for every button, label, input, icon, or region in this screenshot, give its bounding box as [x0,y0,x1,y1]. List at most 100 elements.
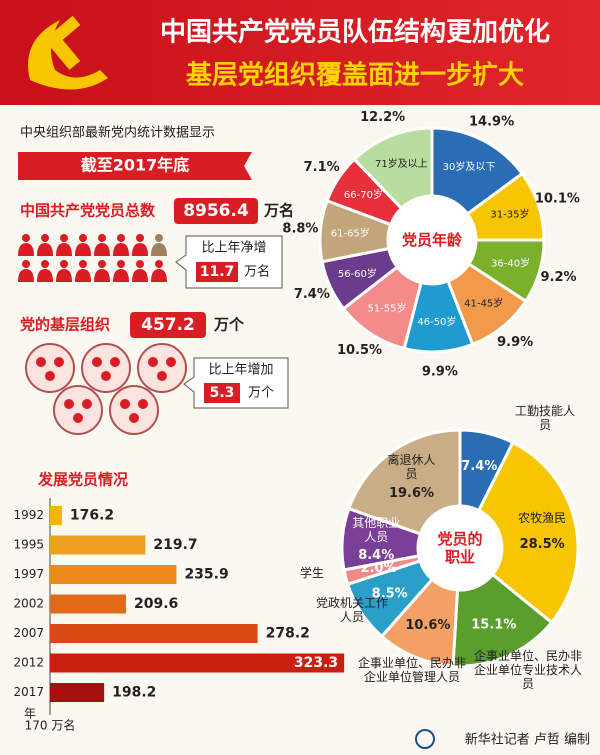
y-tick-label: 2007 [13,626,44,640]
value-label: 209.6 [134,596,178,612]
bar [50,535,146,555]
person-body [132,269,148,282]
org-member [36,357,46,367]
person-head [155,260,163,268]
value-label: 7.4% [461,459,497,474]
person-head [79,234,87,242]
slice-label: 其他职业人员 [352,515,401,544]
members-label: 中国共产党党员总数 [20,202,156,220]
person-head [155,234,163,242]
person-head [98,234,106,242]
title: 中国共产党党员队伍结构更加优化 [160,18,550,48]
org-member [45,371,55,381]
members-change-unit: 万名 [244,264,270,280]
person-body [94,243,110,256]
y-tick-label: 2017 [13,685,44,699]
value-label: 235.9 [184,567,228,583]
pie-slice [352,126,434,211]
person-body [75,269,91,282]
value-label: 9.9% [497,335,533,350]
value-label: 14.9% [469,115,514,130]
value-label: 198.2 [112,685,156,701]
slice-label: 企事业单位、民办非企业单位专业技术人员 [473,649,582,691]
org-member [110,357,120,367]
members-change: 11.7 [200,264,235,280]
credit: 新华社记者 卢哲 编制 [465,732,590,748]
value-label: 176.2 [70,508,114,524]
pie-slice [346,428,462,536]
bar [50,624,258,643]
orgs-change: 5.3 [210,385,235,401]
org-circle [53,385,103,435]
orgs-unit: 万个 [213,316,245,334]
org-member [138,399,148,409]
slice-label: 61-65岁 [331,226,370,239]
pie-slice [476,440,580,625]
slice-label: 31-35岁 [490,207,529,220]
bar [50,653,345,673]
y-tick-label: 2002 [13,597,44,611]
value-label: 7.4% [294,287,330,302]
value-box [204,383,240,403]
pie-hole [390,198,474,282]
person-body [56,269,72,282]
value-label: 28.5% [520,537,565,552]
slice-label: 71岁及以上 [375,157,428,170]
value-box [174,198,258,224]
value-label: 8.5% [372,586,408,601]
person-body [132,243,148,256]
members-change-label: 比上年净增 [201,241,266,256]
org-member [148,357,158,367]
x-tick-label: 170 万名 [25,718,76,733]
person-body [56,243,72,256]
person-head [41,260,49,268]
slice-label: 36-40岁 [491,256,530,269]
value-label: 19.6% [389,486,434,501]
value-label: 12.2% [360,110,405,125]
value-label: 278.2 [266,626,310,642]
person-head [60,260,68,268]
value-box [130,312,206,338]
person-head [41,234,49,242]
org-icons [25,343,187,435]
org-member [120,399,130,409]
slice-label: 66-70岁 [344,188,383,201]
pie-title: 党员年龄 [401,231,462,249]
y-axis-label: 年 [24,707,36,721]
pie-hole [420,508,500,588]
org-circle [25,343,75,393]
org-member [64,399,74,409]
chart-title: 发展党员情况 [37,471,128,489]
y-tick-label: 1997 [13,567,44,581]
person-body [113,243,129,256]
bar [50,683,105,702]
slice-label: 党政机关工作人员 [315,596,388,624]
person-head [60,234,68,242]
value-label: 323.3 [294,655,338,671]
party-emblem [28,15,108,90]
bar [50,594,126,614]
source: 中央组织部最新党内统计数据显示 [20,125,215,141]
org-member [129,413,139,423]
value-label: 219.7 [153,537,197,553]
bar [50,565,177,584]
value-label: 7.1% [304,160,340,175]
org-circle [109,385,159,435]
person-body [37,243,53,256]
person-head [22,260,30,268]
slice-label: 企事业单位、民办非企业单位管理人员 [357,656,466,684]
y-tick-label: 2012 [13,656,44,670]
person-head [79,260,87,268]
person-body [151,269,167,282]
person-body [37,269,53,282]
person-body [75,243,91,256]
slice-label: 46-50岁 [417,315,456,328]
slice-label: 学生 [299,566,324,580]
orgs-change-unit: 万个 [248,386,274,401]
slice-label: 离退休人员 [387,453,436,482]
person-head [136,260,144,268]
org-circle [81,343,131,393]
bar [50,506,62,525]
org-member [157,371,167,381]
